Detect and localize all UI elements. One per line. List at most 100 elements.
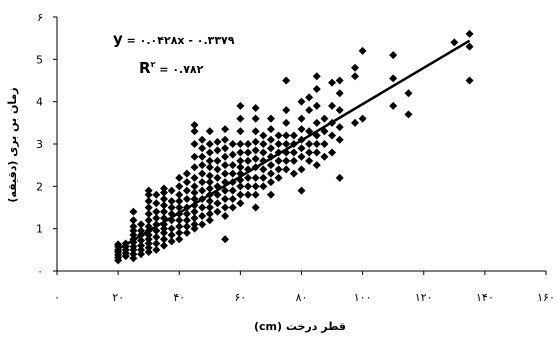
data-point [236, 163, 245, 172]
data-point [144, 197, 153, 206]
data-point [221, 186, 230, 195]
y-tick-label: 4 [36, 96, 43, 109]
data-point [114, 240, 123, 249]
data-point [266, 135, 275, 144]
data-point [350, 118, 359, 127]
data-point [175, 216, 184, 225]
y-axis-ticks: ۰ 1 2 3 4 5 ۶ [36, 11, 57, 278]
x-tick-label: ۴۰ [173, 291, 185, 304]
x-tick-label: ۱۲۰ [415, 291, 433, 304]
data-point [190, 127, 199, 136]
data-point [312, 161, 321, 170]
data-point [152, 214, 161, 223]
data-point [335, 106, 344, 115]
data-point [198, 161, 207, 170]
data-point [167, 224, 176, 233]
data-point [159, 207, 168, 216]
data-point [205, 209, 214, 218]
x-axis-ticks: ۰ ۲۰ ۴۰ ۶۰ ۸۰ ۱۰۰ ۱۲۰ ۱۴۰ ۱۶۰ [54, 271, 555, 304]
data-point [221, 195, 230, 204]
data-point [175, 203, 184, 212]
data-point [205, 203, 214, 212]
data-point [205, 216, 214, 225]
data-point [144, 203, 153, 212]
data-point [350, 63, 359, 72]
data-point [182, 178, 191, 187]
data-point [221, 169, 230, 178]
data-point [236, 190, 245, 199]
data-point [259, 148, 268, 157]
data-point [465, 29, 474, 38]
data-point [198, 203, 207, 212]
data-point [244, 156, 253, 165]
data-point [274, 131, 283, 140]
data-point [198, 169, 207, 178]
data-point [228, 150, 237, 159]
data-point [389, 74, 398, 83]
data-point [182, 195, 191, 204]
data-point [228, 195, 237, 204]
data-point [190, 182, 199, 191]
data-point [144, 186, 153, 195]
data-point [335, 173, 344, 182]
data-point [213, 173, 222, 182]
data-point [198, 178, 207, 187]
data-point [350, 72, 359, 81]
equation-text: = ۰.۰۴۲۸x - ۰.۳۳۷۹ [123, 34, 235, 47]
data-point [251, 127, 260, 136]
data-point [335, 135, 344, 144]
data-point [213, 156, 222, 165]
data-point [266, 190, 275, 199]
data-point [335, 76, 344, 85]
data-point [205, 156, 214, 165]
data-point [198, 211, 207, 220]
data-point [297, 152, 306, 161]
plot-area: ۰ ۲۰ ۴۰ ۶۰ ۸۰ ۱۰۰ ۱۲۰ ۱۴۰ ۱۶۰ ۰ 1 2 3 4 5 ۶ [36, 11, 555, 304]
data-point [312, 72, 321, 81]
data-point [129, 242, 138, 251]
data-point [144, 239, 153, 248]
data-point [297, 186, 306, 195]
x-axis-title: (cm) قطر درخت [254, 320, 346, 333]
data-point [205, 127, 214, 136]
data-point [159, 224, 168, 233]
trendline [117, 39, 471, 251]
data-point [190, 214, 199, 223]
data-point [282, 140, 291, 148]
data-point [251, 146, 260, 155]
data-point [175, 173, 184, 182]
x-tick-label: ۱۴۰ [476, 291, 494, 304]
data-point [266, 161, 275, 170]
data-point [205, 178, 214, 187]
data-point [213, 165, 222, 174]
data-point [297, 144, 306, 153]
data-point [129, 216, 138, 225]
r-squared-value: = ۰.۷۸۲ [155, 63, 203, 76]
data-point [182, 186, 191, 195]
data-point [251, 104, 260, 113]
data-point [228, 169, 237, 178]
data-point [244, 182, 253, 191]
data-point [137, 220, 146, 229]
data-point [167, 186, 176, 195]
data-point [259, 173, 268, 182]
data-point [190, 188, 199, 197]
data-point [144, 190, 153, 199]
data-point [137, 250, 146, 259]
data-point [228, 140, 237, 148]
data-point [297, 114, 306, 123]
data-point [404, 110, 413, 119]
data-point [129, 226, 138, 235]
data-point [312, 140, 321, 148]
data-point [221, 125, 230, 134]
data-point [144, 247, 153, 256]
data-point [320, 152, 329, 161]
data-point [182, 209, 191, 218]
data-point [129, 250, 138, 259]
data-point [266, 178, 275, 187]
data-point [205, 197, 214, 206]
data-point [213, 207, 222, 216]
data-points [114, 29, 474, 265]
y-tick-label: ۰ [37, 265, 43, 278]
data-point [312, 101, 321, 110]
